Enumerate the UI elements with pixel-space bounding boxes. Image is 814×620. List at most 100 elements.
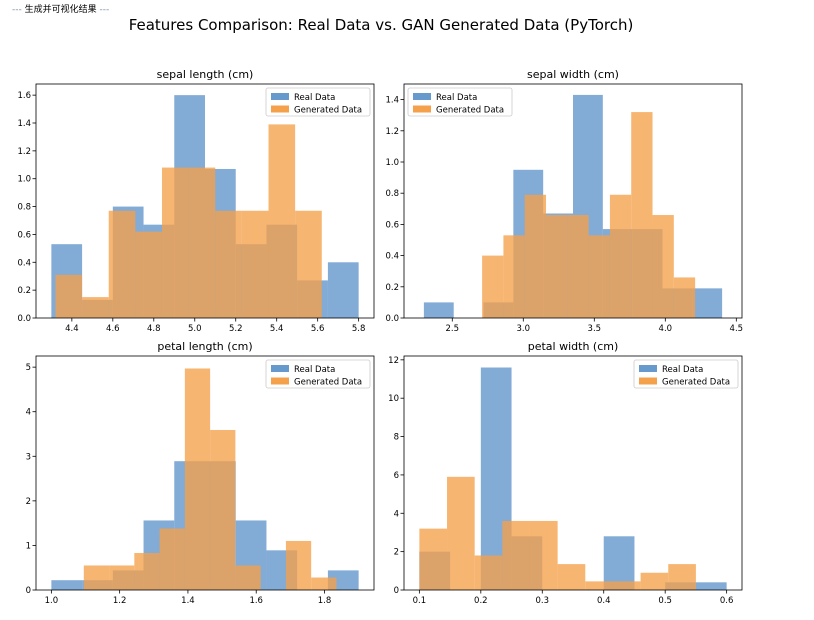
legend-swatch-real: [413, 93, 431, 100]
generated-bar-6: [235, 565, 261, 590]
y-tick-label: 5: [26, 363, 31, 373]
real-bar-0: [51, 580, 83, 590]
chart-panel-3: petal width (cm) 0.1 0.2 0.3 0.4 0.5 0.6 0 2 4 6 8 1…: [388, 340, 743, 606]
y-tick-label: 1.2: [385, 127, 399, 137]
x-tick-label: 5.2: [229, 324, 243, 334]
y-tick-label: 1.0: [17, 175, 31, 185]
y-tick-label: 10: [388, 394, 399, 404]
y-tick-label: 2: [26, 497, 31, 507]
chart-title: sepal width (cm): [527, 68, 619, 81]
chart-panel-1: sepal width (cm) 2.5 3.0 3.5 4.0 4.5 0.0 0.2 0.4…: [385, 68, 743, 334]
axes-frame: [35, 355, 375, 591]
x-tick-label: 4.5: [730, 324, 744, 334]
generated-bar-8: [268, 124, 296, 319]
subplot-grid: sepal length (cm) 4.4 4.6 4.8 5.0 5.2 5.4 5.6 5.…: [17, 68, 743, 606]
y-tick-label: 0: [26, 586, 31, 596]
log-text: 生成并可视化结果: [24, 5, 97, 15]
y-tick-label: 4: [26, 408, 31, 418]
y-tick-label: 0.4: [385, 252, 399, 262]
x-tick-label: 1.4: [181, 596, 195, 606]
real-bar-6: [603, 536, 635, 590]
generated-bar-8: [652, 215, 674, 318]
y-tick-label: 0.6: [17, 230, 31, 240]
y-tick-label: 0.2: [385, 283, 399, 293]
generated-bar-5: [188, 167, 216, 318]
y-tick-label: 4: [394, 509, 399, 519]
y-tick-label: 1.4: [17, 119, 31, 129]
generated-bar-4: [529, 520, 558, 590]
y-tick-label: 1.4: [385, 96, 399, 106]
legend-box: [407, 87, 513, 117]
x-tick-label: 1.8: [318, 596, 332, 606]
legend: Real Data Generated Data: [633, 359, 739, 389]
legend-swatch-real: [271, 93, 289, 100]
x-tick-label: 2.5: [446, 324, 460, 334]
x-tick-label: 1.0: [45, 596, 59, 606]
generated-bar-7: [612, 581, 641, 590]
axes-frame: [403, 355, 743, 591]
y-tick-label: 1: [26, 541, 31, 551]
x-tick-label: 5.8: [352, 324, 366, 334]
x-tick-label: 4.8: [147, 324, 161, 334]
y-tick-label: 1.0: [385, 158, 399, 168]
generated-bar-1: [109, 565, 135, 590]
legend-box: [265, 359, 371, 389]
x-tick-label: 1.6: [249, 596, 263, 606]
y-tick-label: 0.0: [17, 314, 31, 324]
log-line: --- 生成并可视化结果 ---: [12, 2, 109, 15]
generated-bar-9: [311, 577, 337, 590]
y-tick-label: 0.2: [17, 286, 31, 296]
generated-bar-6: [585, 581, 613, 590]
real-bar-0: [423, 302, 454, 318]
generated-bar-9: [673, 277, 696, 318]
legend-label-generated: Generated Data: [294, 106, 362, 116]
log-suffix: ---: [99, 5, 110, 15]
generated-bar-8: [640, 572, 669, 590]
generated-bar-4: [184, 368, 211, 590]
chart-panel-2: petal length (cm) 1.0 1.2 1.4 1.6 1.8 0 1 2 3 4 5 Re…: [26, 340, 375, 606]
legend-label-generated: Generated Data: [436, 106, 504, 116]
x-tick-label: 4.6: [106, 324, 120, 334]
x-tick-label: 4.4: [65, 324, 79, 334]
legend-swatch-generated: [639, 377, 657, 385]
chart-title: sepal length (cm): [157, 68, 254, 81]
chart-title: petal width (cm): [528, 340, 619, 353]
generated-bar-9: [295, 210, 322, 318]
y-tick-label: 12: [388, 356, 399, 366]
generated-bar-7: [241, 210, 269, 318]
legend-label-generated: Generated Data: [294, 378, 362, 388]
y-tick-label: 0.8: [385, 189, 399, 199]
generated-bar-1: [82, 297, 109, 318]
chart-title: petal length (cm): [157, 340, 252, 353]
legend: Real Data Generated Data: [407, 87, 513, 117]
generated-bar-3: [502, 520, 530, 590]
legend-swatch-generated: [413, 105, 431, 113]
y-tick-label: 1.6: [17, 91, 31, 101]
generated-bar-6: [215, 210, 242, 318]
legend: Real Data Generated Data: [265, 87, 371, 117]
y-tick-label: 8: [394, 433, 399, 443]
x-tick-label: 0.4: [597, 596, 611, 606]
legend-label-real: Real Data: [436, 93, 477, 103]
generated-bar-3: [135, 231, 162, 318]
generated-bar-2: [134, 553, 160, 590]
x-tick-label: 0.6: [720, 596, 734, 606]
legend-box: [265, 87, 371, 117]
generated-bar-4: [161, 167, 189, 318]
x-tick-label: 5.6: [311, 324, 325, 334]
y-tick-label: 0.8: [17, 203, 31, 213]
figure-suptitle: Features Comparison: Real Data vs. GAN G…: [129, 16, 634, 34]
generated-bar-6: [609, 194, 632, 318]
legend: Real Data Generated Data: [265, 359, 371, 389]
generated-bar-4: [567, 215, 589, 318]
generated-bar-3: [546, 215, 568, 318]
generated-bar-0: [83, 565, 110, 590]
generated-bar-5: [557, 564, 586, 590]
x-tick-label: 1.2: [113, 596, 127, 606]
legend-label-real: Real Data: [662, 365, 703, 375]
y-tick-label: 6: [394, 471, 399, 481]
legend-label-generated: Generated Data: [662, 378, 730, 388]
generated-bar-1: [503, 235, 525, 318]
generated-bar-0: [419, 528, 448, 590]
